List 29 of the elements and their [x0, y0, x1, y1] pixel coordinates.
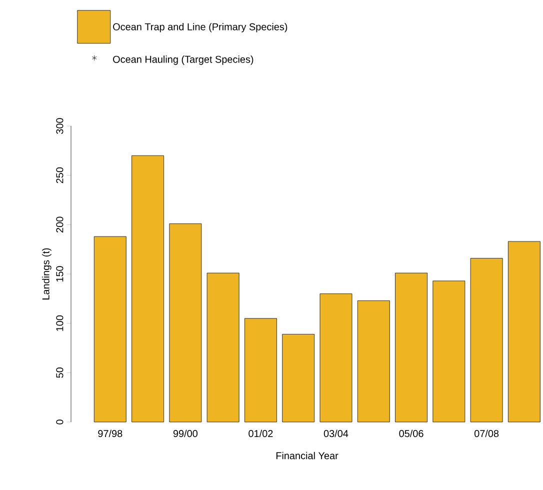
x-tick-label: 01/02 [248, 430, 273, 438]
x-tick-label: 99/00 [173, 430, 198, 438]
x-tick-label: 07/08 [474, 430, 499, 438]
text: Ocean Trap and Line (Primary Species) [113, 23, 288, 32]
y-tick-label: 200 [56, 216, 64, 232]
bar [244, 318, 277, 422]
bar [357, 300, 390, 422]
y-axis-title: Landings (t) [42, 248, 52, 300]
bar [470, 258, 503, 422]
legend-label: Ocean Hauling (Target Species) [113, 56, 254, 65]
bar [508, 241, 540, 422]
bar [320, 294, 352, 422]
bar [282, 334, 315, 422]
bar [432, 280, 466, 422]
bar [132, 155, 164, 422]
y-tick-label: 300 [56, 118, 64, 134]
bar [206, 272, 240, 422]
x-axis-title: Financial Year [276, 452, 338, 460]
y-tick-label: 150 [56, 266, 64, 282]
y-tick-label: 250 [56, 167, 64, 184]
y-tick-label: 100 [56, 315, 64, 331]
x-tick-label: 05/06 [399, 430, 424, 438]
y-tick-label: 50 [56, 368, 64, 378]
bar [94, 236, 126, 422]
bar [395, 272, 428, 422]
bar [169, 223, 202, 422]
x-tick-label: 03/04 [324, 430, 348, 438]
y-tick-label: 0 [56, 420, 64, 424]
x-tick-label: 97/98 [98, 430, 122, 438]
